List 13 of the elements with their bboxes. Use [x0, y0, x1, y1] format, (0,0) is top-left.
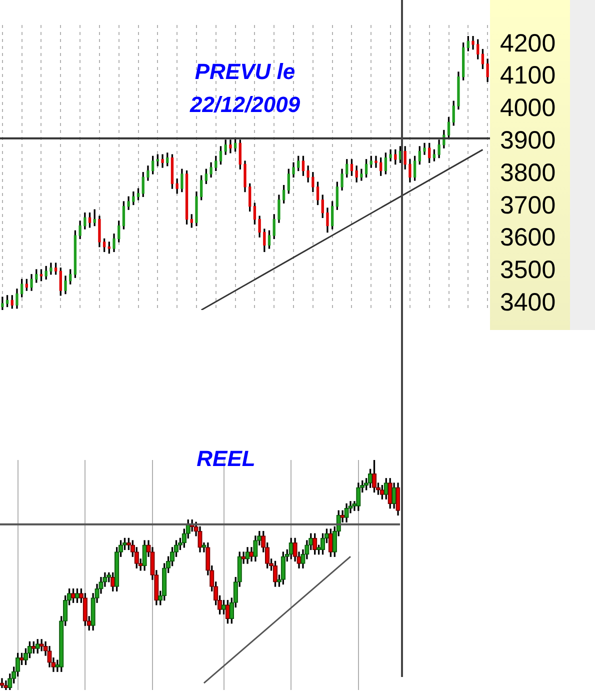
annotation: 22/12/2009: [188, 92, 301, 118]
annotation: PREVU le: [194, 59, 296, 84]
y-tick-label: 4200: [500, 29, 556, 58]
y-tick-label: 4000: [500, 94, 556, 122]
candlestick: [374, 156, 378, 168]
y-tick-label: 3900: [500, 126, 556, 154]
y-tick-label: 3500: [500, 256, 556, 284]
y-tick-label: 3700: [500, 191, 556, 220]
y-tick-label: 3800: [500, 158, 556, 187]
annotation: REEL: [196, 446, 256, 472]
y-tick-label: 3600: [500, 224, 556, 252]
y-tick-label: 3400: [500, 288, 556, 316]
y-tick-label: 4100: [500, 62, 556, 90]
